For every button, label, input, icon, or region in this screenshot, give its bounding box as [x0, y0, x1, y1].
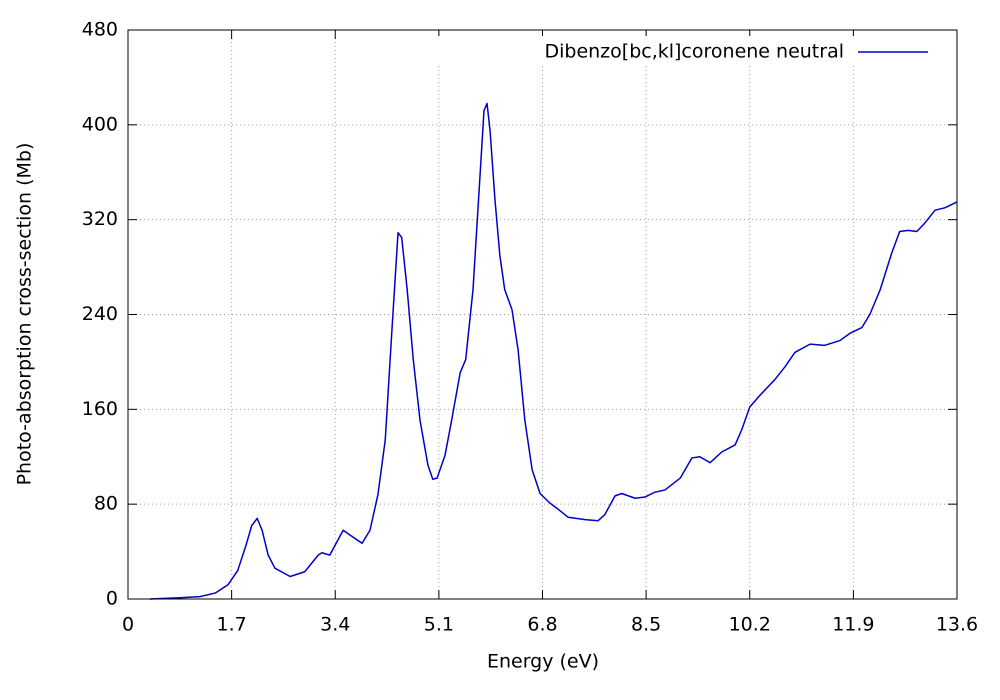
x-tick-label: 5.1 [424, 614, 454, 636]
y-tick-label: 480 [82, 19, 118, 41]
x-tick-label: 8.5 [631, 614, 661, 636]
x-tick-label: 1.7 [217, 614, 247, 636]
plot-frame [127, 29, 958, 600]
x-tick-label: 13.6 [936, 614, 978, 636]
y-tick-label: 0 [106, 588, 118, 610]
y-tick-label: 80 [94, 493, 118, 515]
x-tick-label: 10.2 [729, 614, 771, 636]
x-tick-label: 11.9 [832, 614, 874, 636]
x-tick-label: 0 [122, 614, 134, 636]
x-tick-label: 6.8 [527, 614, 557, 636]
legend-label: Dibenzo[bc,kl]coronene neutral [544, 41, 844, 63]
x-axis-label: Energy (eV) [487, 651, 599, 673]
y-tick-label: 320 [82, 208, 118, 230]
data-line [149, 102, 958, 600]
y-axis-label: Photo-absorption cross-section (Mb) [14, 143, 36, 486]
y-tick-label: 400 [82, 113, 118, 135]
legend-background [430, 36, 945, 66]
y-tick-label: 240 [82, 303, 118, 325]
x-tick-label: 3.4 [320, 614, 350, 636]
y-tick-label: 160 [82, 398, 118, 420]
